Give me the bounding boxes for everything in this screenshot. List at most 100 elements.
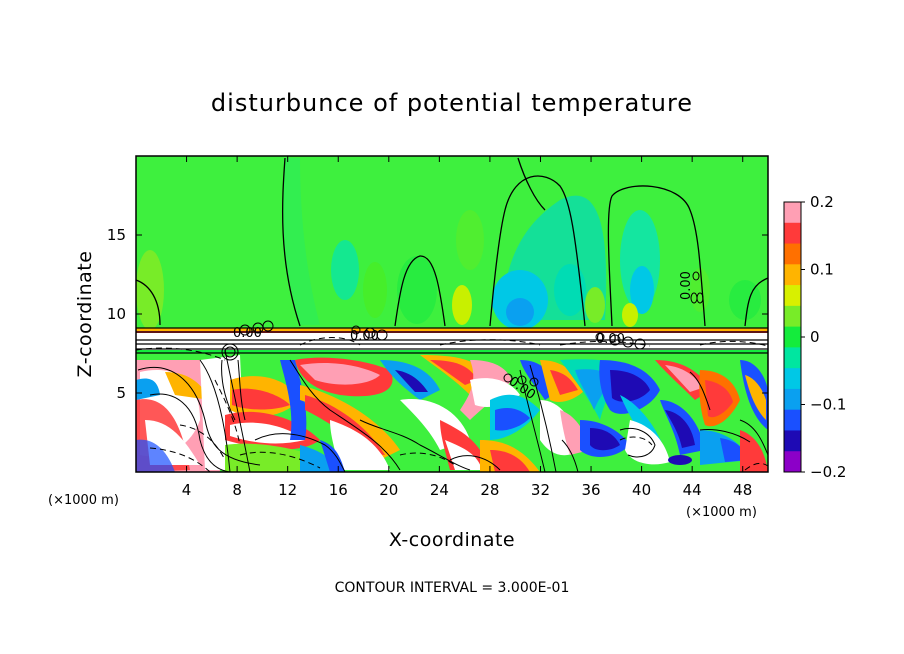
plume-contour xyxy=(609,334,621,346)
contour-line xyxy=(359,419,471,471)
colorbar-swatch xyxy=(784,430,801,452)
y-tick-label: 5 xyxy=(116,384,126,402)
x-tick-label: 4 xyxy=(182,481,192,499)
field-patch xyxy=(550,370,578,395)
x-tick-label: 44 xyxy=(683,481,702,499)
colorbar-swatch xyxy=(784,388,801,411)
z-unit-label: (×1000 m) xyxy=(686,505,757,520)
field-patch xyxy=(610,370,650,402)
x-unit-label: (×1000 m) xyxy=(48,493,119,508)
x-tick-label: 40 xyxy=(632,481,651,499)
colorbar-swatch xyxy=(784,243,801,265)
field-patch xyxy=(665,410,695,448)
plume-contour xyxy=(503,373,513,383)
contour-lines-negative xyxy=(136,337,768,472)
field-patch xyxy=(690,268,710,312)
plume-contour xyxy=(517,375,527,385)
colorbar-tick-label: −0.1 xyxy=(810,396,846,414)
field-patch xyxy=(320,440,345,472)
contour-line xyxy=(281,157,301,327)
field-patch xyxy=(705,380,733,418)
x-axis-title: X-coordinate xyxy=(389,529,515,551)
x-tick-label: 24 xyxy=(430,481,449,499)
plume-contour xyxy=(221,359,236,421)
x-tick-label: 16 xyxy=(329,481,348,499)
contour-line xyxy=(394,255,446,327)
contour-line xyxy=(179,424,226,461)
stable-layer-band xyxy=(136,328,768,331)
field-patch xyxy=(230,422,305,444)
chart-title: disturbunce of potential temperature xyxy=(211,89,693,117)
field-patch xyxy=(630,266,654,314)
plume-contour xyxy=(237,359,246,421)
contour-line xyxy=(744,277,768,327)
contour-line xyxy=(619,427,656,458)
contour-line xyxy=(439,339,541,346)
field-patch xyxy=(495,407,530,431)
contour-line xyxy=(136,279,161,326)
plume-contour xyxy=(696,292,704,304)
colorbar-swatch xyxy=(784,222,801,245)
footer-text: CONTOUR INTERVAL = 3.000E-01 xyxy=(335,580,570,596)
contour-label: 0.00 xyxy=(679,271,694,300)
contour-line xyxy=(199,359,231,472)
x-tick-label: 36 xyxy=(581,481,600,499)
field-patch xyxy=(625,420,670,465)
contour-line xyxy=(449,455,501,471)
field-patch xyxy=(665,365,702,392)
contour-line xyxy=(136,327,768,354)
contour-line xyxy=(699,429,751,443)
colorbar-swatch xyxy=(784,451,801,473)
contour-line xyxy=(739,419,768,456)
field-patch xyxy=(554,264,586,316)
colorbar-swatch xyxy=(784,264,801,286)
contour-line xyxy=(224,349,251,472)
x-tick-label: 48 xyxy=(733,481,752,499)
plume-contour xyxy=(262,320,274,332)
colorbar-swatch xyxy=(784,409,801,431)
colorbar-swatch xyxy=(784,326,801,348)
contour-label: 0.00 xyxy=(350,329,379,344)
field-patch xyxy=(331,240,359,300)
x-tick-label: 12 xyxy=(278,481,297,499)
field-patch xyxy=(622,303,638,327)
field-patch xyxy=(445,440,482,470)
plume-contour xyxy=(634,338,646,350)
contour-lines xyxy=(137,349,768,472)
y-axis-title: Z-coordinate xyxy=(74,251,96,378)
contour-lines xyxy=(136,157,768,354)
field-patch xyxy=(395,370,428,392)
contour-line xyxy=(529,364,557,472)
plume-contour xyxy=(692,271,700,281)
colorbar-swatch xyxy=(784,347,801,369)
contour-line xyxy=(399,452,456,466)
plume-contour xyxy=(221,343,239,361)
field-patch xyxy=(745,375,766,420)
field-patch xyxy=(506,298,534,326)
contour-line xyxy=(689,371,711,411)
contour-line xyxy=(489,175,586,327)
colorbar-swatch xyxy=(784,202,801,224)
field-patch xyxy=(585,287,605,323)
colorbar-tick-label: 0.2 xyxy=(810,193,834,211)
contour-line xyxy=(214,379,241,446)
contour-line xyxy=(299,337,361,346)
plume-contour xyxy=(622,336,634,348)
y-tick-label: 10 xyxy=(107,305,126,323)
field-patch xyxy=(363,262,387,318)
field-patch xyxy=(280,360,307,440)
stable-layer-band xyxy=(136,350,768,353)
contour-line xyxy=(699,340,768,347)
x-tick-label: 8 xyxy=(232,481,242,499)
plume-contour xyxy=(529,377,539,387)
colorbar: 0.2 0.1 0 −0.1 −0.2 xyxy=(783,193,846,481)
contour-line xyxy=(137,366,261,466)
field-patch xyxy=(232,388,290,410)
colorbar-tick-label: 0 xyxy=(810,328,820,346)
plume-contour xyxy=(351,325,361,335)
colorbar-swatch xyxy=(784,368,801,390)
colorbar-swatch xyxy=(784,305,801,328)
contour-line xyxy=(559,340,651,347)
contour-label: 0.00 xyxy=(233,326,262,341)
plume-contour xyxy=(376,329,388,341)
